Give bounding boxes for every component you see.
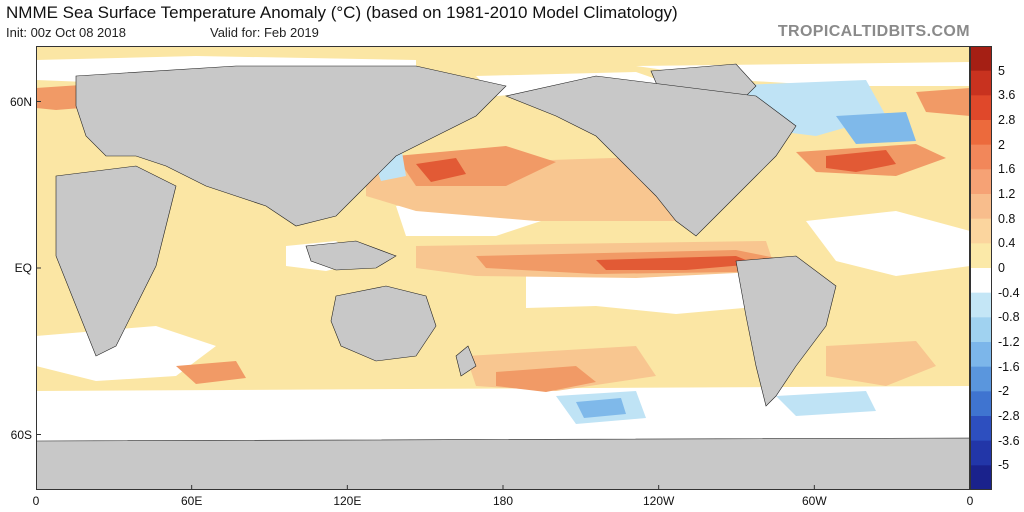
land-australia	[330, 285, 437, 362]
site-brand: TROPICALTIDBITS.COM	[777, 23, 970, 40]
sst-anomaly-map	[36, 46, 970, 490]
colorbar-label: -5	[998, 458, 1010, 473]
colorbar-swatch	[970, 391, 992, 417]
warm-anomaly-area	[916, 88, 970, 116]
land-indonesia	[305, 240, 397, 271]
neutral-anomaly-area	[526, 271, 766, 314]
cold-anomaly-area	[576, 398, 626, 418]
lon-label-3: 180	[492, 494, 514, 508]
init-time: Init: 00z Oct 08 2018	[6, 25, 126, 40]
anomaly-field	[36, 56, 970, 441]
map-title: NMME Sea Surface Temperature Anomaly (°C…	[6, 3, 678, 22]
land-africa	[55, 165, 177, 357]
colorbar-label: -0.4	[998, 285, 1020, 300]
colorbar-swatch	[970, 46, 992, 72]
colorbar-label: 2.8	[998, 113, 1016, 127]
colorbar-label: 0.8	[998, 211, 1016, 226]
colorbar-label: -1.2	[998, 335, 1020, 349]
colorbar-label: 1.2	[998, 187, 1016, 201]
lat-label-60n: 60N	[9, 94, 32, 109]
colorbar-label: -3.6	[998, 433, 1020, 448]
colorbar-swatch	[970, 366, 992, 392]
valid-time: Valid for: Feb 2019	[210, 25, 319, 40]
neutral-anomaly-area	[806, 211, 970, 276]
colorbar-swatch	[970, 268, 992, 294]
lon-label-6: 0	[966, 494, 974, 508]
colorbar-label: -1.6	[998, 359, 1020, 374]
lat-label-eq: EQ	[14, 261, 32, 275]
colorbar-swatch	[970, 194, 992, 220]
colorbar-swatch	[970, 342, 992, 368]
lon-label-1: 60E	[180, 494, 203, 508]
colorbar-label: -0.8	[998, 310, 1020, 325]
colorbar-label: 0	[998, 261, 1005, 275]
colorbar-swatch	[970, 440, 992, 466]
colorbar-swatch	[970, 416, 992, 442]
colorbar-label: -2.8	[998, 409, 1020, 423]
colorbar-swatch	[970, 218, 992, 244]
colorbar-label: 2	[998, 137, 1005, 152]
colorbar-label: 5	[998, 63, 1005, 78]
warm-anomaly-area	[596, 256, 756, 270]
colorbar-swatch	[970, 95, 992, 121]
colorbar-swatch	[970, 317, 992, 343]
colorbar-label: -2	[998, 384, 1010, 399]
colorbar-swatch	[970, 70, 992, 96]
land-north-america	[504, 75, 797, 237]
lon-label-0: 0	[32, 494, 40, 508]
colorbar-swatch	[970, 243, 992, 269]
graticule	[36, 46, 970, 490]
colorbar-label: 0.4	[998, 236, 1016, 251]
colorbar-swatch	[970, 144, 992, 170]
land-south-america	[735, 255, 837, 407]
warm-anomaly-area	[496, 366, 596, 392]
warm-anomaly-area	[826, 341, 936, 386]
cold-anomaly-area	[776, 391, 876, 416]
neutral-anomaly-area	[36, 326, 216, 381]
warm-anomaly-area	[176, 361, 246, 384]
land-antarctica	[36, 437, 970, 490]
colorbar-frame	[970, 46, 992, 490]
warm-anomaly-area	[826, 150, 896, 172]
lat-label-60s: 60S	[10, 427, 32, 442]
colorbar-label: 1.6	[998, 162, 1016, 177]
neutral-anomaly-area	[36, 386, 970, 441]
land-masses	[36, 63, 970, 490]
lon-label-2: 120E	[333, 494, 362, 508]
colorbar-swatch	[970, 120, 992, 146]
cold-anomaly-area	[836, 112, 916, 144]
colorbar-label: 3.6	[998, 88, 1016, 103]
lon-label-5: 60W	[801, 494, 827, 508]
land-new-zealand	[455, 345, 477, 377]
colorbar-swatch	[970, 465, 992, 490]
lon-label-4: 120W	[642, 494, 675, 508]
warm-anomaly-area	[416, 158, 466, 182]
land-eurasia	[75, 65, 507, 227]
colorbar-swatch	[970, 169, 992, 195]
colorbar	[970, 46, 992, 490]
colorbar-swatch	[970, 292, 992, 318]
